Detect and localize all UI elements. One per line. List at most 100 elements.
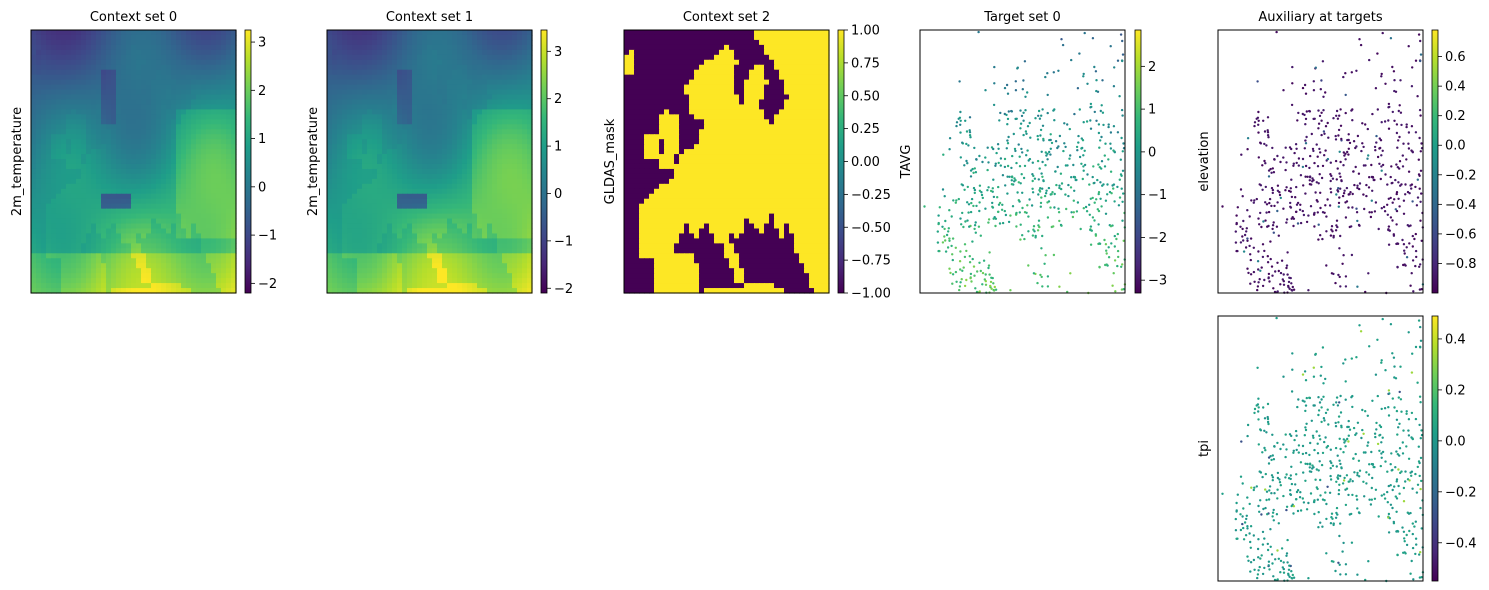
heatmap-cell [447,278,453,284]
heatmap-cell [442,203,448,210]
heatmap-cell [824,30,830,36]
heatmap-cell [502,114,508,120]
heatmap-cell [759,49,765,56]
heatmap-cell [186,69,192,76]
heatmap-cell [674,79,680,86]
heatmap-cell [472,79,478,86]
heatmap-cell [46,44,52,51]
heatmap-cell [447,39,453,46]
heatmap-cell [437,139,443,145]
heatmap-cell [46,248,52,254]
heatmap-cell [769,30,775,36]
heatmap-cell [186,64,192,71]
heatmap-cell [517,238,523,244]
heatmap-cell [382,178,388,185]
heatmap-cell [156,163,162,170]
heatmap-cell [156,188,162,195]
heatmap-cell [397,218,403,225]
heatmap-cell [61,144,67,150]
heatmap-cell [66,89,72,96]
heatmap-cell [81,64,87,71]
heatmap-cell [442,178,448,185]
heatmap-cell [367,173,373,180]
heatmap-cell [427,139,433,145]
heatmap-cell [206,208,212,215]
heatmap-cell [362,233,368,240]
heatmap-cell [382,34,388,41]
heatmap-cell [181,173,187,180]
heatmap-cell [216,238,222,244]
heatmap-cell [367,134,373,140]
heatmap-cell [146,114,152,120]
heatmap-cell [512,99,518,106]
heatmap-cell [136,109,142,115]
heatmap-cell [362,268,368,274]
heatmap-cell [46,188,52,195]
heatmap-cell [171,54,177,61]
heatmap-cell [201,159,207,165]
heatmap-cell [522,188,528,195]
heatmap-cell [221,178,227,185]
heatmap-cell [156,288,162,294]
heatmap-cell [131,49,137,56]
heatmap-cell [819,79,825,86]
heatmap-cell [452,124,458,130]
heatmap-cell [412,54,418,61]
heatmap-cell [111,54,117,61]
heatmap-cell [337,288,343,294]
heatmap-cell [427,79,433,86]
heatmap-cell [196,94,202,101]
heatmap-cell [171,223,177,230]
heatmap-cell [31,54,37,61]
heatmap-cell [357,288,363,294]
heatmap-cell [357,238,363,244]
heatmap-cell [126,79,132,86]
heatmap-cell [221,119,227,125]
heatmap-cell [447,104,453,110]
heatmap-cell [734,84,740,91]
heatmap-cell [709,89,715,96]
heatmap-cell [774,39,780,46]
heatmap-cell [517,74,523,81]
heatmap-cell [31,94,37,101]
heatmap-cell [146,54,152,61]
heatmap-cell [462,54,468,61]
heatmap-cell [502,168,508,175]
heatmap-cell [347,203,353,210]
heatmap-cell [211,144,217,150]
heatmap-cell [41,59,47,66]
heatmap-cell [111,99,117,106]
heatmap-cell [472,49,478,56]
heatmap-cell [457,124,463,130]
heatmap-cell [141,134,147,140]
heatmap-cell [61,159,67,165]
heatmap-cell [477,228,483,235]
heatmap-cell [467,243,473,249]
heatmap-cell [231,89,237,96]
heatmap-cell [754,89,760,96]
heatmap-cell [477,134,483,140]
heatmap-cell [512,188,518,195]
heatmap-cell [161,119,167,125]
heatmap-cell [136,59,142,66]
heatmap-cell [492,178,498,185]
heatmap-cell [452,263,458,269]
heatmap-cell [357,129,363,135]
heatmap-cell [61,84,67,91]
heatmap-cell [186,59,192,66]
heatmap-cell [141,59,147,66]
heatmap-cell [382,278,388,284]
heatmap-cell [156,228,162,235]
heatmap-cell [487,144,493,150]
heatmap-cell [452,39,458,46]
heatmap-cell [689,64,695,71]
heatmap-cell [362,79,368,86]
heatmap-cell [136,208,142,215]
heatmap-cell [161,144,167,150]
heatmap-cell [377,243,383,249]
heatmap-cell [347,188,353,195]
heatmap-cell [161,163,167,170]
heatmap-cell [51,228,57,235]
heatmap-cell [507,69,513,76]
heatmap-cell [191,238,197,244]
